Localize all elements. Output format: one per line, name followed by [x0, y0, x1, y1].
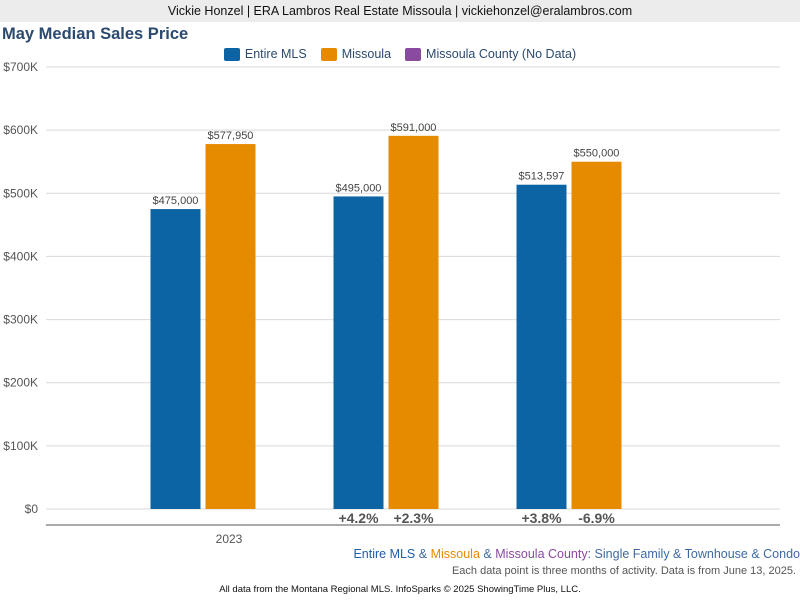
bar-value-label: $591,000: [391, 122, 437, 134]
bar-value-label: $577,950: [208, 130, 254, 142]
bar-missoula-2023: [205, 144, 256, 509]
y-tick-label: $0: [25, 502, 39, 516]
y-tick-label: $100K: [3, 439, 38, 453]
bar-value-label: $475,000: [153, 195, 199, 207]
chart-title: May Median Sales Price: [2, 25, 189, 43]
pct-change-label: +4.2%: [338, 510, 379, 526]
subtitle-amp-2: &: [479, 547, 496, 561]
bar-missoula-2024: [388, 135, 439, 509]
y-tick-label: $600K: [3, 123, 38, 137]
subtitle-amp-1: &: [415, 547, 431, 561]
data-note: Each data point is three months of activ…: [451, 565, 796, 577]
footer-credit: All data from the Montana Regional MLS. …: [219, 584, 581, 595]
bar-entire-mls-2024: [333, 196, 384, 509]
bar-value-label: $550,000: [574, 148, 620, 160]
subtitle-property-types: : Single Family & Townhouse & Condo: [587, 547, 800, 561]
chart-subtitle: Entire MLS & Missoula & Missoula County:…: [353, 547, 800, 561]
y-tick-label: $200K: [3, 376, 38, 390]
bar-value-label: $513,597: [519, 171, 565, 183]
legend-swatch-entire-mls: [223, 47, 240, 61]
legend-label-missoula: Missoula: [341, 47, 392, 61]
chart-legend: Entire MLS Missoula Missoula County (No …: [0, 45, 800, 63]
y-tick-label: $300K: [3, 313, 38, 327]
subtitle-entire-mls: Entire MLS: [353, 547, 416, 561]
subtitle-missoula-county: Missoula County: [495, 547, 588, 561]
y-tick-label: $700K: [3, 60, 38, 74]
subtitle-missoula: Missoula: [430, 547, 480, 561]
x-tick-label: 2023: [216, 532, 243, 546]
legend-swatch-missoula: [320, 47, 337, 61]
legend-item-entire-mls[interactable]: Entire MLS: [223, 45, 307, 63]
bar-entire-mls-2023: [150, 209, 201, 510]
bar-entire-mls-2025: [516, 184, 567, 509]
legend-swatch-missoula-county: [405, 47, 422, 61]
header-text: Vickie Honzel | ERA Lambros Real Estate …: [167, 4, 633, 18]
y-tick-label: $500K: [3, 186, 38, 200]
legend-label-entire-mls: Entire MLS: [244, 47, 307, 61]
legend-item-missoula-county[interactable]: Missoula County (No Data): [405, 45, 576, 63]
pct-change-label: -6.9%: [578, 510, 615, 526]
pct-change-label: +3.8%: [521, 510, 562, 526]
header-bar: Vickie Honzel | ERA Lambros Real Estate …: [0, 0, 800, 22]
pct-change-label: +2.3%: [393, 510, 434, 526]
legend-label-missoula-county: Missoula County (No Data): [426, 47, 577, 61]
bar-missoula-2025: [571, 161, 622, 509]
y-tick-label: $400K: [3, 249, 38, 263]
bar-value-label: $495,000: [336, 182, 382, 194]
legend-item-missoula[interactable]: Missoula: [320, 45, 392, 63]
